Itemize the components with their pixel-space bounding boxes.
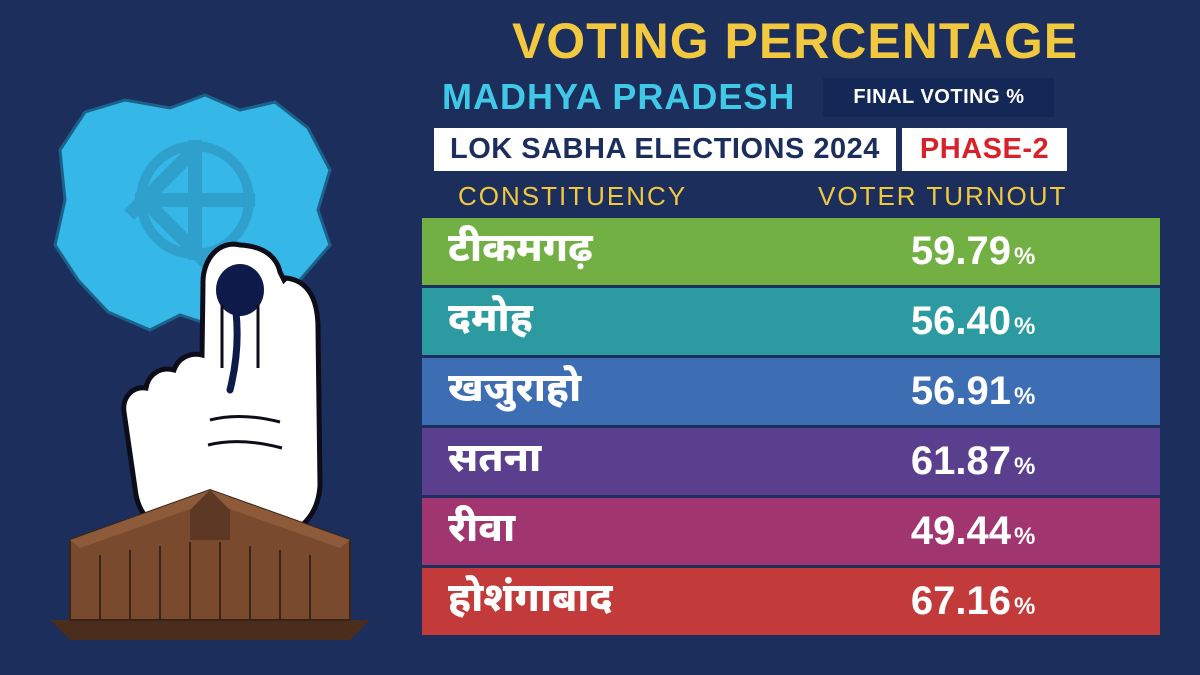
left-illustration — [20, 40, 400, 640]
table-row: टीकमगढ़59.79% — [422, 218, 1160, 285]
state-name: MADHYA PRADESH — [442, 76, 795, 118]
constituency-name: होशंगाबाद — [422, 576, 786, 628]
turnout-value: 67.16% — [786, 579, 1160, 624]
header-constituency: CONSTITUENCY — [458, 181, 818, 212]
data-panel: VOTING PERCENTAGE MADHYA PRADESH FINAL V… — [410, 12, 1180, 638]
table-row: होशंगाबाद67.16% — [422, 568, 1160, 635]
final-voting-badge: FINAL VOTING % — [823, 78, 1054, 117]
header-turnout: VOTER TURNOUT — [818, 181, 1067, 212]
turnout-value: 59.79% — [786, 229, 1160, 274]
turnout-value: 56.40% — [786, 299, 1160, 344]
turnout-value: 61.87% — [786, 439, 1160, 484]
turnout-value: 49.44% — [786, 509, 1160, 554]
election-event-tag: LOK SABHA ELECTIONS 2024 — [434, 128, 896, 171]
constituency-name: रीवा — [422, 506, 786, 558]
main-title: VOTING PERCENTAGE — [410, 12, 1180, 70]
phase-tag: PHASE-2 — [902, 128, 1067, 171]
data-rows: टीकमगढ़59.79%दमोह56.40%खजुराहो56.91%सतना… — [410, 218, 1160, 635]
constituency-name: खजुराहो — [422, 366, 786, 418]
constituency-name: सतना — [422, 436, 786, 488]
constituency-name: दमोह — [422, 296, 786, 348]
table-row: रीवा49.44% — [422, 498, 1160, 565]
constituency-name: टीकमगढ़ — [422, 226, 786, 278]
parliament-building-icon — [50, 470, 370, 640]
table-row: खजुराहो56.91% — [422, 358, 1160, 425]
turnout-value: 56.91% — [786, 369, 1160, 414]
table-row: सतना61.87% — [422, 428, 1160, 495]
table-row: दमोह56.40% — [422, 288, 1160, 355]
